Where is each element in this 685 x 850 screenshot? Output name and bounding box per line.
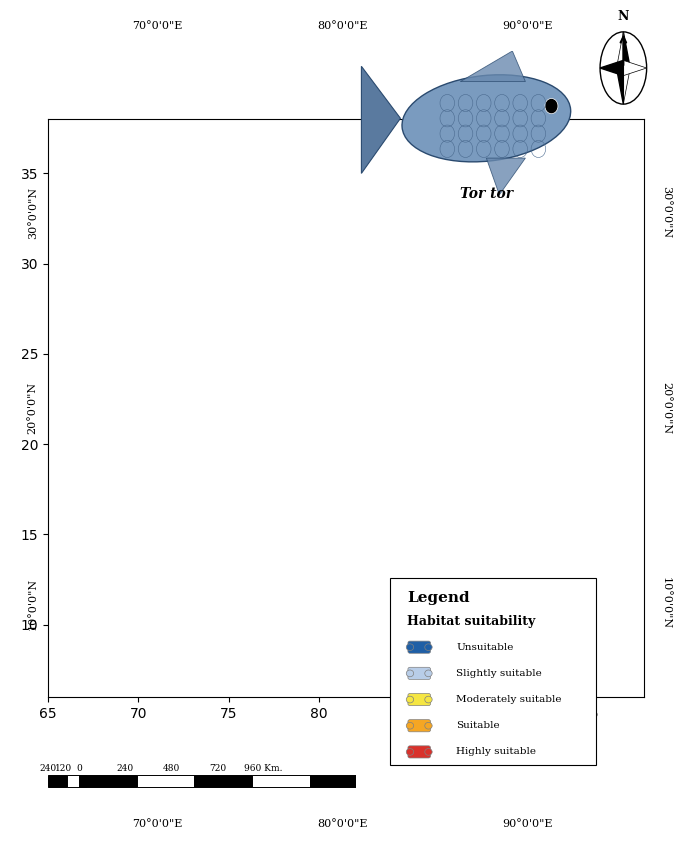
Text: 90°0'0"E: 90°0'0"E (502, 21, 553, 31)
Polygon shape (460, 51, 525, 82)
Circle shape (406, 722, 414, 729)
FancyBboxPatch shape (408, 745, 430, 758)
FancyBboxPatch shape (408, 641, 430, 654)
FancyBboxPatch shape (408, 720, 430, 732)
Text: 20°0'0"N: 20°0'0"N (27, 382, 38, 434)
Text: Moderately suitable: Moderately suitable (456, 695, 562, 704)
Text: 240: 240 (116, 764, 134, 774)
Text: 0: 0 (76, 764, 82, 774)
Bar (252, 775, 310, 787)
Text: Legend: Legend (407, 591, 469, 605)
FancyBboxPatch shape (390, 578, 596, 765)
Text: 10°0'0"N: 10°0'0"N (661, 577, 671, 630)
Polygon shape (600, 60, 623, 76)
Polygon shape (616, 32, 623, 68)
Bar (48, 775, 67, 787)
Text: Slightly suitable: Slightly suitable (456, 669, 542, 677)
Bar (67, 775, 86, 787)
Circle shape (406, 643, 414, 650)
Text: 10°0'0"N: 10°0'0"N (27, 577, 38, 630)
Circle shape (406, 696, 414, 703)
Text: N: N (618, 10, 629, 24)
Text: 120: 120 (55, 764, 72, 774)
Text: Habitat suitability: Habitat suitability (407, 615, 535, 628)
Bar (79, 775, 136, 787)
Text: Tor tor: Tor tor (460, 187, 513, 201)
Text: 30°0'0"N: 30°0'0"N (27, 186, 38, 239)
Bar (310, 775, 368, 787)
Circle shape (406, 670, 414, 677)
Circle shape (425, 670, 432, 677)
Text: Suitable: Suitable (456, 722, 500, 730)
Circle shape (425, 749, 432, 756)
Text: 480: 480 (162, 764, 180, 774)
Text: 30°0'0"N: 30°0'0"N (661, 186, 671, 239)
FancyBboxPatch shape (408, 667, 430, 679)
Text: 720: 720 (209, 764, 226, 774)
Text: 70°0'0"E: 70°0'0"E (132, 819, 183, 829)
Polygon shape (616, 68, 623, 105)
Bar (195, 775, 252, 787)
Circle shape (406, 749, 414, 756)
Ellipse shape (402, 75, 571, 162)
Polygon shape (623, 32, 630, 68)
Text: Highly suitable: Highly suitable (456, 747, 536, 756)
Text: 240: 240 (40, 764, 56, 774)
Bar (136, 775, 195, 787)
Polygon shape (486, 158, 525, 195)
Text: 70°0'0"E: 70°0'0"E (132, 21, 183, 31)
Text: 80°0'0"E: 80°0'0"E (317, 21, 368, 31)
Circle shape (425, 722, 432, 729)
Text: 90°0'0"E: 90°0'0"E (502, 819, 553, 829)
Polygon shape (623, 60, 647, 76)
Text: 80°0'0"E: 80°0'0"E (317, 819, 368, 829)
Text: 20°0'0"N: 20°0'0"N (661, 382, 671, 434)
Polygon shape (623, 68, 630, 105)
Text: Unsuitable: Unsuitable (456, 643, 514, 652)
Circle shape (425, 643, 432, 650)
Bar (368, 775, 425, 787)
Text: 960 Km.: 960 Km. (245, 764, 283, 774)
Circle shape (425, 696, 432, 703)
Polygon shape (362, 66, 401, 173)
FancyBboxPatch shape (408, 694, 430, 705)
Circle shape (545, 99, 558, 114)
